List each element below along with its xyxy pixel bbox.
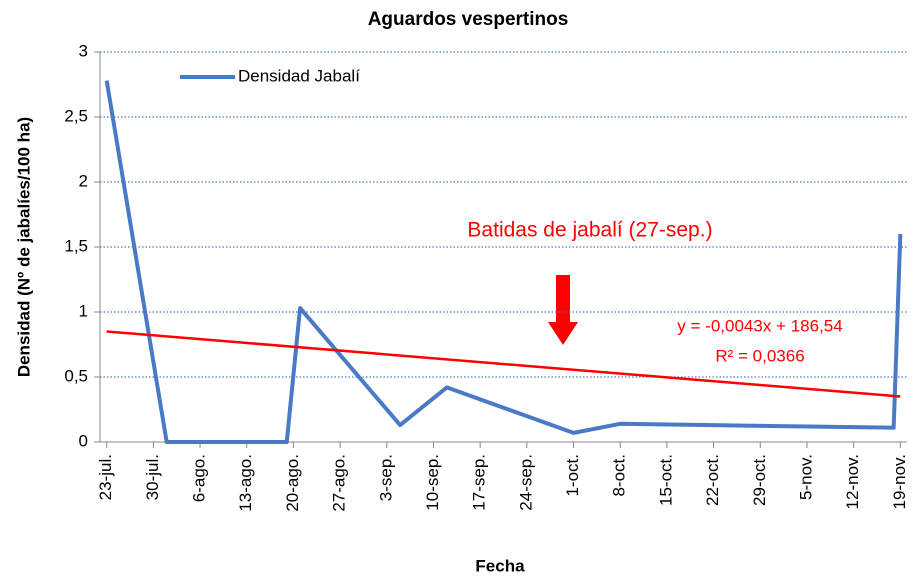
x-tick-label: 12-nov. bbox=[843, 454, 862, 509]
y-tick-label: 0 bbox=[79, 431, 88, 450]
x-tick-label: 17-sep. bbox=[470, 454, 489, 511]
x-tick-label: 13-ago. bbox=[236, 454, 255, 512]
trend-equation: y = -0,0043x + 186,54 bbox=[677, 316, 842, 335]
x-tick-label: 3-sep. bbox=[376, 454, 395, 501]
x-tick-label: 5-nov. bbox=[796, 454, 815, 500]
y-tick-label: 1 bbox=[79, 301, 88, 320]
arrow bbox=[548, 275, 578, 345]
x-tick-label: 20-ago. bbox=[283, 454, 302, 512]
x-tick-label: 29-oct. bbox=[750, 454, 769, 506]
x-tick-label: 19-nov. bbox=[890, 454, 909, 509]
y-tick-label: 1,5 bbox=[64, 236, 88, 255]
x-tick-label: 24-sep. bbox=[516, 454, 535, 511]
trend-r2: R² = 0,0366 bbox=[715, 346, 804, 365]
data-line bbox=[104, 80, 903, 444]
x-tick-label: 1-oct. bbox=[563, 454, 582, 497]
y-axis-title: Densidad (Nº de jabalíes/100 ha) bbox=[14, 117, 33, 377]
x-tick-label: 6-ago. bbox=[190, 454, 209, 502]
y-tick-label: 2 bbox=[79, 171, 88, 190]
x-tick-label: 22-oct. bbox=[703, 454, 722, 506]
x-tick-label: 30-jul. bbox=[143, 454, 162, 500]
x-tick-label: 15-oct. bbox=[656, 454, 675, 506]
annotation: Batidas de jabalí (27-sep.) bbox=[467, 219, 712, 242]
chart-title: Aguardos vespertinos bbox=[368, 9, 569, 30]
y-tick-label: 3 bbox=[79, 41, 88, 60]
y-tick-label: 0,5 bbox=[64, 366, 88, 385]
x-tick-label: 8-oct. bbox=[610, 454, 629, 497]
x-tick-label: 27-ago. bbox=[330, 454, 349, 512]
x-tick-label: 23-jul. bbox=[96, 454, 115, 500]
x-tick-label: 10-sep. bbox=[423, 454, 442, 511]
y-tick-label: 2,5 bbox=[64, 106, 88, 125]
legend-label: Densidad Jabalí bbox=[238, 66, 360, 85]
trendline bbox=[106, 330, 901, 398]
x-axis-title: Fecha bbox=[475, 556, 525, 575]
